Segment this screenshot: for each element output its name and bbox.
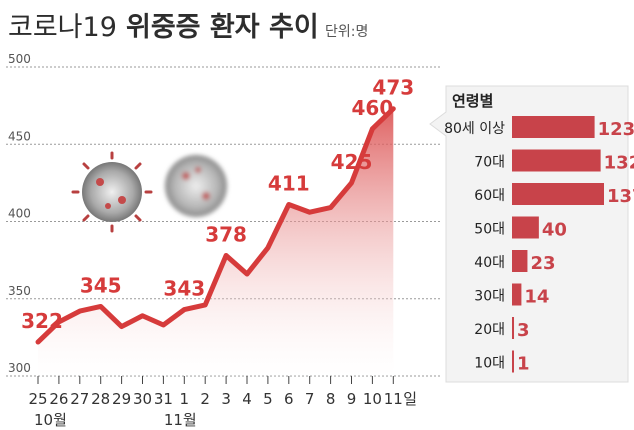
- age-value-3: 40: [542, 220, 567, 241]
- age-category-5: 30대: [474, 289, 505, 305]
- x-tick-1: 1: [180, 390, 190, 408]
- data-label-345: 345: [80, 273, 122, 297]
- age-category-6: 20대: [474, 322, 505, 338]
- data-label-378: 378: [205, 222, 247, 246]
- month-label-7: 11월: [164, 411, 197, 429]
- data-point-6: [288, 204, 290, 206]
- age-value-0: 123: [598, 119, 634, 140]
- x-tick-4: 4: [242, 390, 252, 408]
- x-tick-30: 30: [133, 390, 152, 408]
- data-point-25: [37, 341, 39, 343]
- data-point-3: [225, 254, 227, 256]
- data-point-1: [183, 309, 185, 311]
- data-label-425: 425: [331, 150, 373, 174]
- age-bar-1: [512, 149, 601, 172]
- x-tick-9: 9: [347, 390, 357, 408]
- data-point-2: [204, 304, 206, 306]
- age-bars: 80세 이상 123 70대 132 60대 137 50대 40 40대 23 30대 14 20대 3…: [444, 116, 634, 375]
- area-fill: [38, 108, 394, 376]
- x-tick-5: 5: [263, 390, 273, 408]
- data-point-7: [309, 211, 311, 213]
- y-tick-300: 300: [8, 361, 31, 375]
- x-axis-layer: 25 26 27 28 29 30 31 1 2 3 4 5 6 7 8 9 10 11 일 10월 11월: [28, 376, 417, 429]
- age-value-2: 137: [607, 186, 634, 207]
- data-point-29: [121, 326, 123, 328]
- x-tick-2: 2: [200, 390, 210, 408]
- age-category-0: 80세 이상: [444, 121, 505, 137]
- data-label-473: 473: [372, 76, 414, 100]
- age-value-5: 14: [524, 287, 549, 308]
- data-point-9: [351, 182, 352, 184]
- age-bar-3: [512, 216, 539, 239]
- data-point-26: [58, 321, 60, 323]
- x-tick-7: 7: [305, 390, 315, 408]
- y-tick-500: 500: [8, 52, 31, 66]
- data-label-343: 343: [163, 277, 205, 301]
- data-label-460: 460: [352, 96, 394, 120]
- data-point-5: [267, 247, 269, 249]
- age-category-4: 40대: [474, 255, 505, 271]
- data-point-11: [392, 108, 394, 110]
- data-point-10: [371, 128, 373, 130]
- unit-label: 단위:명: [325, 24, 368, 40]
- area-layer: [38, 108, 394, 376]
- age-bar-5: [512, 283, 522, 306]
- age-bar-0: [512, 116, 595, 138]
- age-category-2: 60대: [474, 188, 505, 204]
- data-point-8: [330, 207, 332, 209]
- y-tick-450: 450: [8, 129, 31, 143]
- data-label-322: 322: [21, 309, 63, 333]
- x-tick-6: 6: [284, 390, 294, 408]
- x-tick-29: 29: [112, 390, 131, 408]
- y-tick-350: 350: [8, 284, 31, 298]
- age-value-4: 23: [530, 253, 555, 274]
- x-tick-28: 28: [91, 390, 110, 408]
- age-category-3: 50대: [474, 222, 505, 238]
- age-value-1: 132: [604, 153, 634, 174]
- series-line: [35, 106, 396, 345]
- x-tick-26: 26: [49, 390, 68, 408]
- age-panel-title: 연령별: [452, 92, 493, 110]
- virus-blurred-icon: [165, 155, 227, 217]
- title-bold: 위중증 환자 추이: [126, 12, 319, 43]
- age-category-7: 10대: [474, 356, 505, 372]
- data-label-411: 411: [268, 172, 310, 196]
- x-suffix: 일: [403, 390, 417, 408]
- data-point-30: [142, 315, 143, 317]
- age-bar-2: [512, 183, 604, 205]
- age-bar-4: [512, 250, 528, 272]
- age-panel: 연령별 80세 이상 123 70대 132 60대 137 50대 40 40대 23 30대 14…: [429, 85, 634, 383]
- x-tick-8: 8: [326, 390, 336, 408]
- age-bar-6: [512, 317, 515, 339]
- age-category-1: 70대: [474, 155, 505, 171]
- data-point-28: [100, 305, 102, 307]
- age-value-6: 3: [517, 320, 530, 341]
- y-tick-400: 400: [8, 207, 31, 221]
- line-layer: [35, 106, 396, 345]
- x-tick-11: 11: [384, 390, 403, 408]
- month-label-0: 10월: [34, 411, 67, 429]
- data-point-4: [246, 273, 248, 275]
- data-point-31: [162, 324, 164, 326]
- x-tick-3: 3: [221, 390, 231, 408]
- x-tick-10: 10: [363, 390, 382, 408]
- virus-illustration-icon: [71, 151, 153, 233]
- age-value-7: 1: [517, 354, 530, 375]
- x-tick-31: 31: [154, 390, 173, 408]
- age-bar-7: [512, 350, 514, 373]
- data-point-27: [79, 310, 81, 312]
- x-tick-27: 27: [70, 390, 89, 408]
- x-tick-25: 25: [28, 390, 47, 408]
- title-plain: 코로나19: [8, 12, 117, 43]
